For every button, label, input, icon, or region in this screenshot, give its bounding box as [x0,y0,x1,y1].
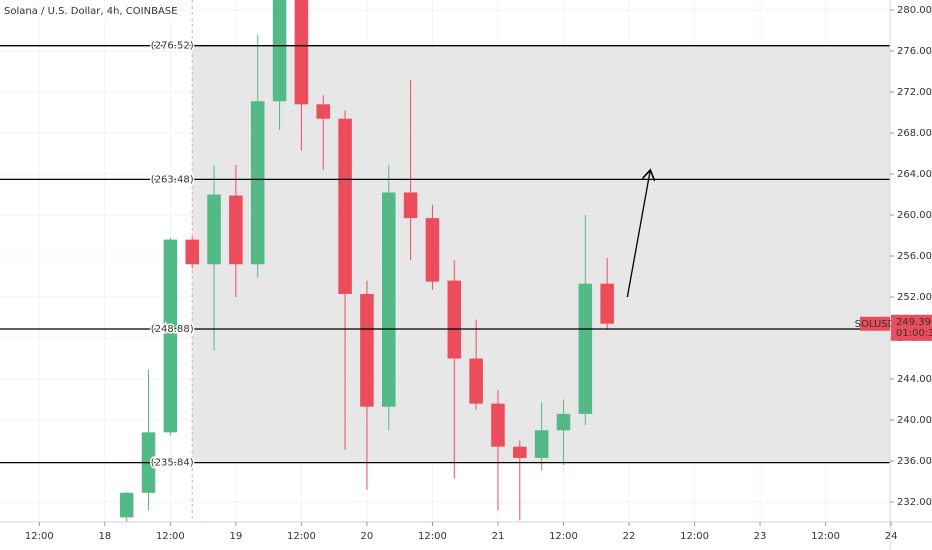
level-label: (248.88) [151,324,194,335]
candle-body [556,413,571,431]
candle-body [250,101,265,265]
candle-body [163,239,178,433]
candle-body [403,192,418,219]
candle-body [185,239,199,265]
candle-body [491,403,505,447]
x-tick-label: 22 [623,531,636,542]
x-tick-label: 12:00 [680,531,709,542]
level-label: (276.52) [151,41,194,52]
y-tick-label: 244.00 [897,374,932,385]
candle-body [294,0,309,105]
arrow [626,170,650,298]
last-price-symbol-bg [860,316,890,331]
last-price-symbol: SOLUSD [855,319,896,330]
title-bg [0,2,175,20]
y-tick-label: 260.00 [897,210,932,221]
candle-body [600,283,614,324]
y-tick-label: 264.00 [897,169,932,180]
last-price-value: 249.39 [896,317,931,328]
candle-body [360,293,374,407]
chart-title: Solana / U.S. Dollar, 4h, COINBASE [4,6,177,17]
x-tick-label: 24 [885,531,898,542]
y-tick-label: 256.00 [897,251,932,262]
y-tick-label: 252.00 [897,292,932,303]
last-price-tag [891,314,932,341]
x-tick-label: 18 [98,531,111,542]
x-tick-label: 12:00 [549,531,578,542]
x-tick-label: 12:00 [25,531,54,542]
y-tick-label: 240.00 [897,415,932,426]
x-tick-label: 19 [230,531,243,542]
candle-body [119,492,134,518]
candle-body [513,446,527,458]
x-tick-label: 20 [361,531,374,542]
y-tick-label: 232.00 [897,497,932,508]
candle-body [469,358,483,404]
x-tick-label: 12:00 [156,531,185,542]
candle-body [578,283,593,414]
zone [192,45,890,463]
y-tick-label: 276.00 [897,46,932,57]
candle-body [229,195,243,265]
x-tick-label: 23 [754,531,767,542]
level-label: (235.84) [151,458,194,469]
candle-body [272,0,287,102]
level-label: (263.48) [151,174,194,185]
candle-body [381,192,396,407]
candle-body [207,194,221,265]
x-tick-label: 12:00 [811,531,840,542]
candle-body [425,218,440,282]
x-tick-label: 21 [492,531,505,542]
plot-area [0,0,890,522]
y-tick-label: 272.00 [897,87,932,98]
x-tick-label: 12:00 [418,531,447,542]
last-price-countdown: 01:00:37 [896,328,932,339]
candle-body [338,118,352,294]
y-tick-label: 280.00 [897,5,932,16]
x-tick-label: 12:00 [287,531,316,542]
y-tick-label: 268.00 [897,128,932,139]
candle-body [534,430,549,458]
y-tick-label: 236.00 [897,456,932,467]
candle-body [447,280,462,359]
candle-body [316,104,331,119]
